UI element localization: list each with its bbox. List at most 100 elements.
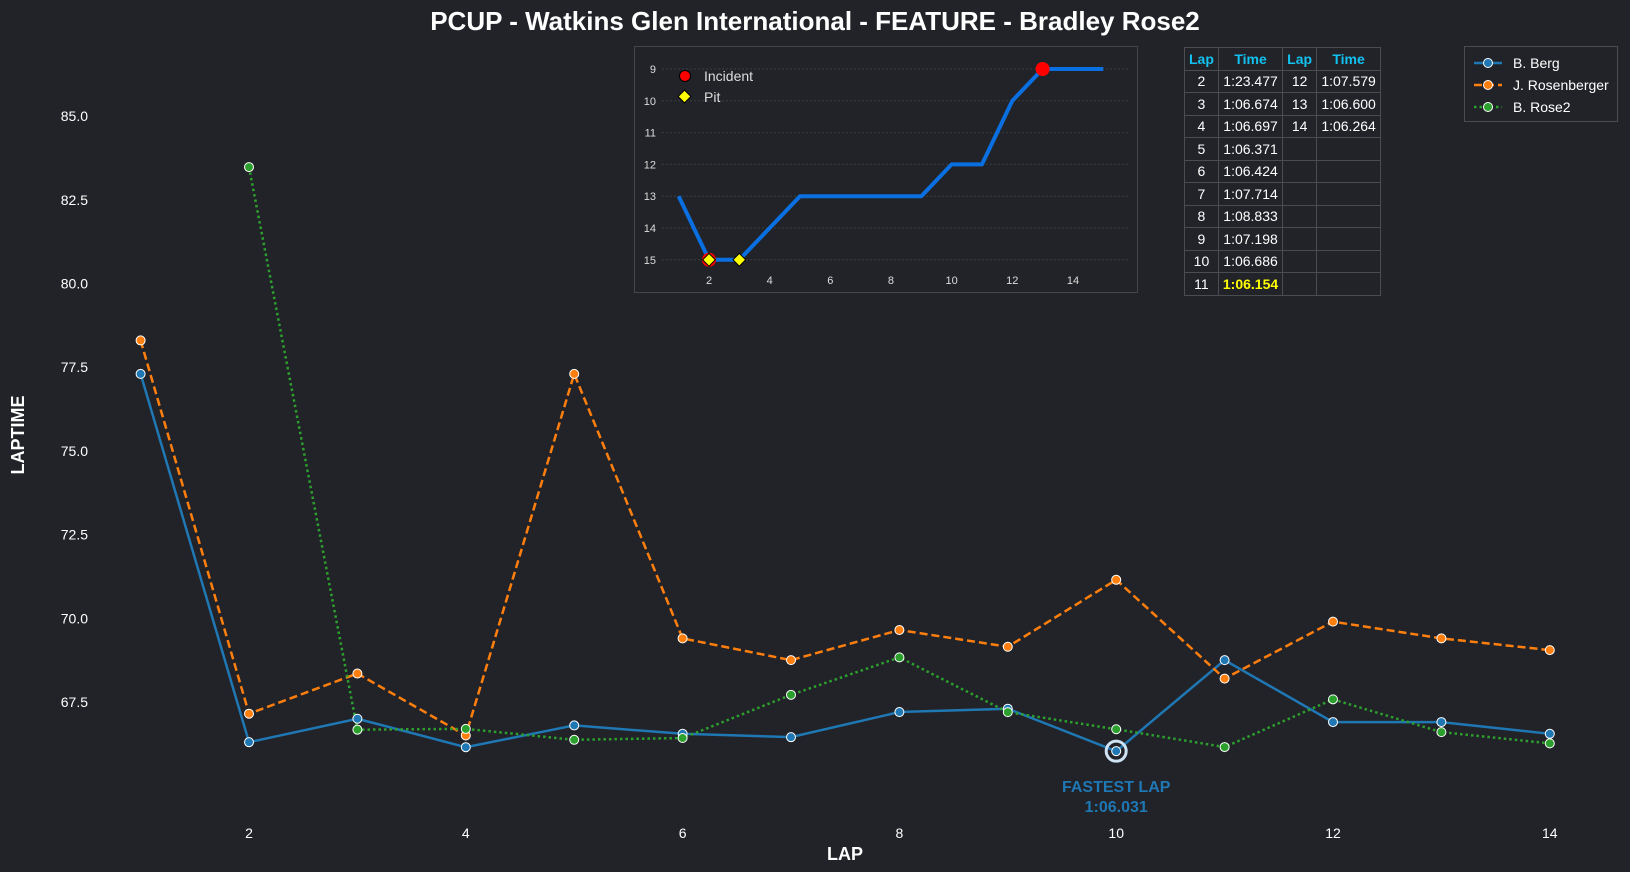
- inset-y-tick: 9: [650, 64, 656, 76]
- table-header: Time: [1217, 47, 1284, 71]
- series-line-1: [139, 340, 1550, 738]
- legend-swatch-icon: [1474, 58, 1502, 68]
- data-point: [569, 734, 580, 745]
- data-point: [1328, 694, 1338, 705]
- table-header: Lap: [1184, 47, 1219, 71]
- inset-x-tick: 10: [946, 275, 958, 287]
- lap-number-cell: 3: [1184, 92, 1219, 116]
- inset-y-tick: 12: [644, 159, 656, 171]
- inset-y-tick: 14: [644, 223, 656, 235]
- lap-number-cell: [1282, 137, 1318, 161]
- y-axis-label: LAPTIME: [8, 396, 28, 475]
- lap-time-cell: 1:06.424: [1217, 159, 1284, 183]
- y-tick-label: 85.0: [61, 108, 88, 124]
- data-point: [1436, 717, 1447, 728]
- data-point: [460, 742, 471, 753]
- data-point: [1328, 717, 1338, 728]
- lap-number-cell: 11: [1184, 272, 1219, 296]
- data-point: [894, 652, 905, 663]
- incident-legend-icon: [679, 70, 691, 82]
- lap-time-cell: 1:06.264: [1316, 114, 1382, 138]
- lap-number-cell: [1282, 204, 1318, 228]
- data-point: [1111, 574, 1122, 585]
- inset-y-tick: 15: [644, 255, 656, 267]
- lap-time-cell: 1:06.154: [1217, 272, 1284, 296]
- x-tick-label: 2: [245, 825, 253, 841]
- lap-number-cell: [1282, 272, 1318, 296]
- pit-legend-icon: [677, 89, 692, 104]
- inset-x-tick: 8: [888, 275, 894, 287]
- inset-x-tick: 4: [767, 275, 773, 287]
- table-row: 2 1:23.477 12 1:07.579: [1184, 69, 1382, 93]
- pit-marker: [701, 252, 717, 267]
- lap-time-cell: [1316, 272, 1382, 296]
- inset-y-tick: 11: [645, 128, 656, 140]
- inset-legend: Incident Pit: [677, 68, 753, 105]
- legend-label: B. Rose2: [1513, 99, 1571, 115]
- data-point: [1002, 707, 1013, 718]
- lap-time-cell: [1316, 182, 1382, 206]
- lap-time-cell: [1316, 204, 1382, 228]
- table-row: 7 1:07.714: [1184, 182, 1382, 206]
- inset-x-tick: 2: [706, 275, 712, 287]
- lap-time-cell: 1:06.600: [1316, 92, 1382, 116]
- lap-time-cell: 1:08.833: [1217, 204, 1284, 228]
- incident-marker: [1035, 62, 1050, 76]
- table-header: Time: [1316, 47, 1382, 71]
- x-tick-label: 4: [462, 825, 470, 841]
- table-header: Lap: [1282, 47, 1318, 71]
- y-tick-label: 70.0: [61, 610, 88, 626]
- data-point: [894, 707, 905, 718]
- lap-time-cell: 1:23.477: [1217, 69, 1284, 93]
- chart-title: PCUP - Watkins Glen International - FEAT…: [430, 6, 1200, 36]
- data-point: [244, 162, 254, 173]
- data-point: [1328, 616, 1338, 627]
- table-row: 9 1:07.198: [1184, 227, 1382, 251]
- lap-number-cell: 2: [1184, 69, 1219, 93]
- legend-item: B. Berg: [1465, 53, 1617, 73]
- y-tick-label: 72.5: [61, 527, 88, 543]
- lap-number-cell: 7: [1184, 182, 1219, 206]
- inset-x-tick: 6: [827, 275, 833, 287]
- lap-time-cell: [1316, 249, 1382, 273]
- pit-marker: [732, 252, 747, 267]
- fastest-lap-marker: [1104, 739, 1128, 763]
- data-point: [1544, 738, 1555, 749]
- lap-time-cell: [1316, 227, 1382, 251]
- legend-item: B. Rose2: [1465, 97, 1617, 117]
- table-row: 10 1:06.686: [1184, 249, 1382, 273]
- lap-time-table: Lap Time Lap Time 2 1:23.477 12 1:07.579 3 1:06.…: [1184, 47, 1382, 296]
- data-point: [1219, 655, 1230, 666]
- data-point: [135, 368, 146, 379]
- x-tick-label: 8: [896, 825, 904, 841]
- lap-number-cell: [1282, 227, 1318, 251]
- table-row: 4 1:06.697 14 1:06.264: [1184, 114, 1382, 138]
- lap-time-cell: 1:07.198: [1217, 227, 1284, 251]
- position-inset-chart: 9 10 11 12 13 14 15 2 4 6 8 10 12 14 Incident Pit: [634, 46, 1138, 293]
- lap-number-cell: 12: [1282, 69, 1318, 93]
- lap-number-cell: 9: [1184, 227, 1219, 251]
- data-point: [1002, 641, 1013, 652]
- table-row: 6 1:06.424: [1184, 159, 1382, 183]
- data-point: [786, 655, 796, 666]
- lap-time-cell: [1316, 159, 1382, 183]
- data-point: [1219, 742, 1230, 753]
- lap-number-cell: [1282, 249, 1318, 273]
- pit-legend-label: Pit: [704, 89, 720, 105]
- lap-number-cell: 5: [1184, 137, 1219, 161]
- position-line: [676, 67, 1104, 262]
- data-point: [352, 713, 363, 724]
- data-point: [1436, 727, 1447, 738]
- inset-y-tick: 10: [644, 96, 656, 108]
- inset-x-tick: 12: [1006, 275, 1018, 287]
- lap-number-cell: 13: [1282, 92, 1318, 116]
- inset-x-tick: 14: [1067, 275, 1079, 287]
- lap-time-cell: 1:07.714: [1217, 182, 1284, 206]
- x-axis-label: LAP: [827, 844, 863, 864]
- lap-number-cell: [1282, 182, 1318, 206]
- fastest-lap-label: FASTEST LAP: [1062, 779, 1171, 796]
- data-point: [677, 633, 688, 644]
- legend-item: J. Rosenberger: [1465, 75, 1617, 95]
- lap-number-cell: [1282, 159, 1318, 183]
- data-point: [677, 733, 688, 744]
